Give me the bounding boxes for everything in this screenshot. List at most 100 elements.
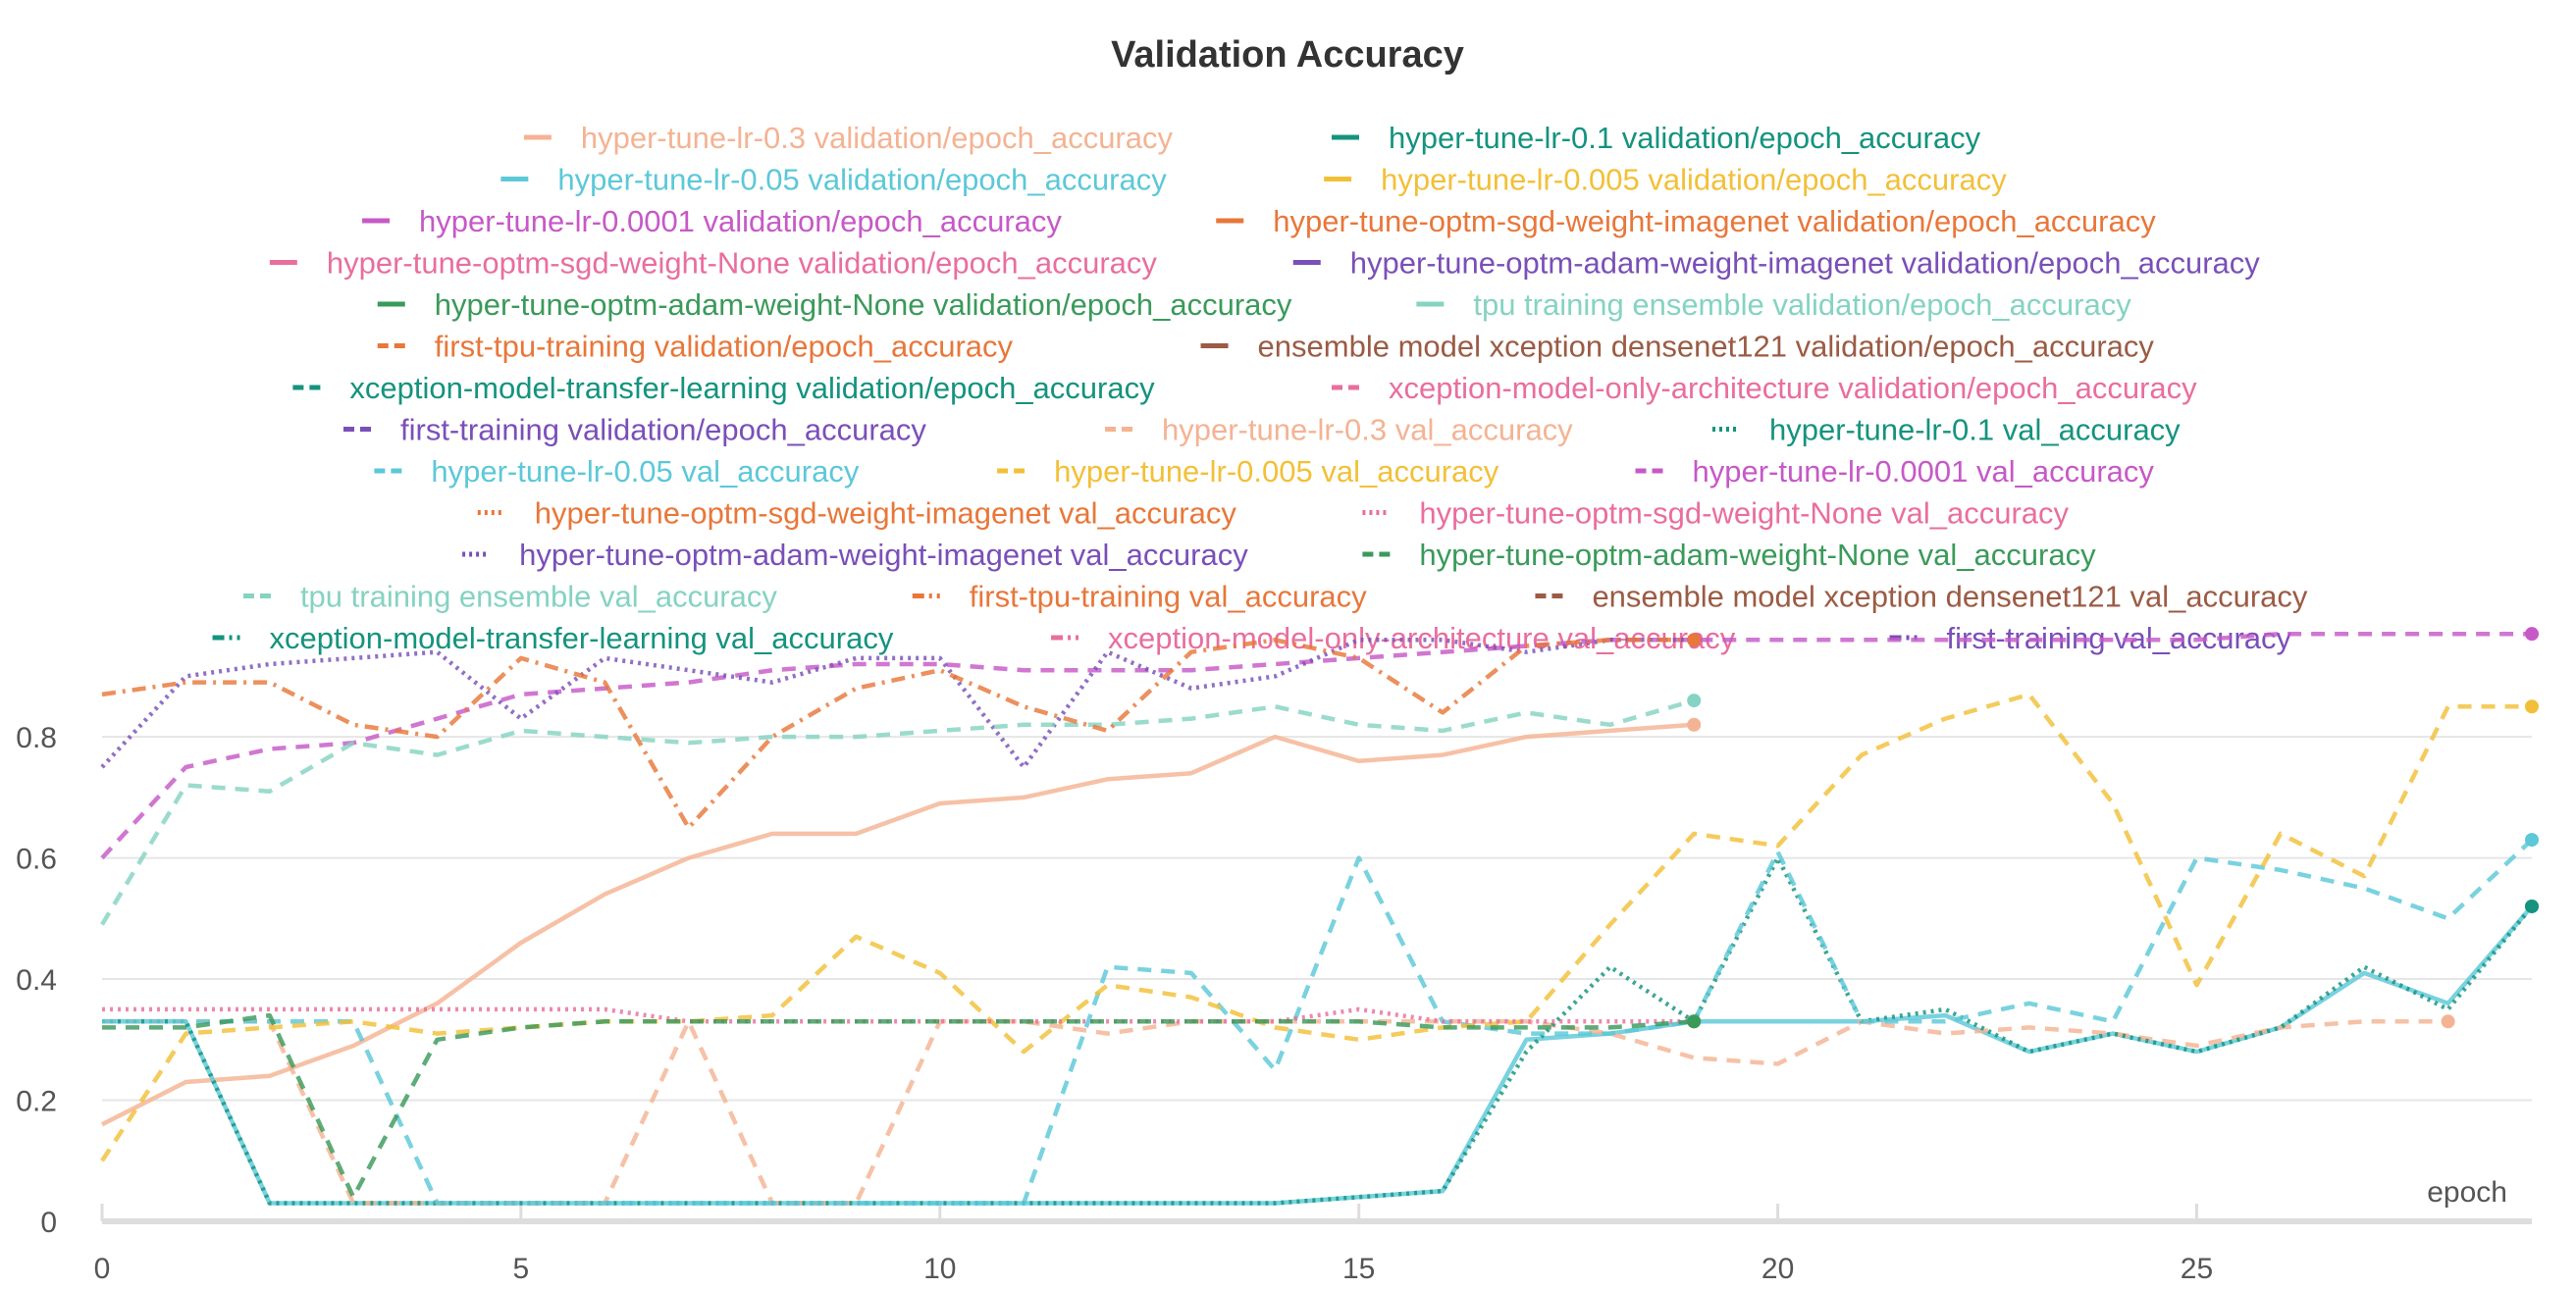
x-axis-label: epoch [2427, 1176, 2507, 1209]
legend-item[interactable]: hyper-tune-optm-sgd-weight-imagenet val_… [477, 496, 1237, 531]
legend-label: tpu training ensemble val_accuracy [300, 580, 777, 614]
series-line[interactable] [102, 1019, 2448, 1206]
series-2 [102, 899, 2539, 1206]
series-end-point [2525, 833, 2539, 848]
x-tick-label: 20 [1761, 1253, 1794, 1285]
legend-label: xception-model-transfer-learning validat… [349, 371, 1155, 405]
x-tick-label: 10 [923, 1253, 956, 1285]
legend-label: hyper-tune-optm-adam-weight-None val_acc… [1419, 538, 2096, 572]
legend-item[interactable]: first-training val_accuracy [1889, 621, 2292, 655]
legend-label: hyper-tune-lr-0.005 validation/epoch_acc… [1381, 163, 2007, 197]
legend-item[interactable]: xception-model-transfer-learning val_acc… [212, 621, 894, 655]
legend-label: hyper-tune-lr-0.3 val_accuracy [1162, 413, 1573, 447]
series-line[interactable] [100, 722, 1695, 1127]
series-end-point [2525, 699, 2539, 714]
series-16 [102, 855, 2539, 1206]
series-end-point [1687, 717, 1702, 732]
legend-label: hyper-tune-lr-0.0001 val_accuracy [1693, 454, 2155, 489]
legend-label: hyper-tune-optm-adam-weight-None validat… [435, 287, 1292, 322]
legend-label: tpu training ensemble validation/epoch_a… [1473, 287, 2131, 322]
series-15 [102, 1014, 2455, 1206]
legend-item[interactable]: hyper-tune-lr-0.1 val_accuracy [1712, 413, 2181, 447]
series-23 [102, 1012, 1702, 1200]
legend-item[interactable]: ensemble model xception densenet121 val_… [1535, 580, 2308, 614]
legend-item[interactable]: hyper-tune-lr-0.0001 val_accuracy [1635, 454, 2155, 489]
legend-label: xception-model-transfer-learning val_acc… [270, 621, 894, 655]
legend-item[interactable]: hyper-tune-optm-adam-weight-None validat… [377, 287, 1292, 322]
legend-label: hyper-tune-lr-0.3 validation/epoch_accur… [581, 121, 1174, 155]
legend-item[interactable]: hyper-tune-lr-0.0001 validation/epoch_ac… [362, 204, 1062, 238]
series-line[interactable] [102, 1006, 1695, 1024]
series-0 [100, 717, 1702, 1127]
legend-label: xception-model-only-architecture validat… [1389, 371, 2197, 405]
legend-item[interactable]: xception-model-transfer-learning validat… [292, 371, 1155, 405]
series-layer [100, 627, 2539, 1206]
legend-item[interactable]: hyper-tune-optm-sgd-weight-None val_accu… [1362, 496, 2070, 531]
series-line[interactable] [102, 1012, 1695, 1200]
legend-label: hyper-tune-optm-sgd-weight-None val_accu… [1419, 496, 2069, 531]
x-tick-label: 15 [1342, 1253, 1375, 1285]
legend-label: hyper-tune-lr-0.05 val_accuracy [431, 454, 859, 489]
legend-label: first-tpu-training validation/epoch_accu… [435, 330, 1014, 364]
legend-item[interactable]: ensemble model xception densenet121 vali… [1200, 330, 2155, 364]
y-tick-label: 0.8 [16, 722, 57, 754]
series-line[interactable] [102, 904, 2534, 1206]
series-end-point [1687, 633, 1702, 647]
legend-item[interactable]: hyper-tune-optm-adam-weight-None val_acc… [1362, 538, 2096, 572]
series-line[interactable] [102, 838, 2534, 1206]
series-18 [100, 692, 2539, 1162]
series-end-point [2441, 1014, 2455, 1029]
x-tick-label: 5 [513, 1253, 530, 1285]
legend-label: first-training val_accuracy [1947, 621, 2292, 655]
legend-label: hyper-tune-optm-sgd-weight-imagenet val_… [535, 496, 1237, 531]
series-end-point [1687, 1014, 1702, 1029]
y-tick-label: 0.2 [16, 1086, 57, 1118]
legend-label: hyper-tune-optm-adam-weight-imagenet val… [519, 538, 1248, 572]
x-tick-label: 25 [2181, 1253, 2213, 1285]
legend-label: hyper-tune-lr-0.1 val_accuracy [1769, 413, 2181, 447]
legend-item[interactable]: tpu training ensemble val_accuracy [242, 580, 777, 614]
legend-item[interactable]: hyper-tune-lr-0.05 val_accuracy [374, 454, 860, 489]
legend-item[interactable]: hyper-tune-lr-0.3 val_accuracy [1105, 413, 1573, 447]
legend-item[interactable]: tpu training ensemble validation/epoch_a… [1416, 287, 2131, 322]
legend-item[interactable]: hyper-tune-lr-0.005 val_accuracy [997, 454, 1499, 489]
legend-label: hyper-tune-optm-sgd-weight-imagenet vali… [1273, 204, 2156, 238]
series-line[interactable] [100, 692, 2532, 1162]
legend-label: hyper-tune-optm-adam-weight-imagenet val… [1350, 246, 2261, 281]
axes [100, 1204, 2532, 1224]
chart-title: Validation Accuracy [1111, 34, 1464, 76]
legend-item[interactable]: hyper-tune-optm-adam-weight-imagenet val… [462, 538, 1248, 572]
legend-label: hyper-tune-lr-0.05 validation/epoch_accu… [557, 163, 1167, 197]
legend-label: hyper-tune-lr-0.0001 validation/epoch_ac… [419, 204, 1062, 238]
legend-item[interactable]: hyper-tune-optm-sgd-weight-imagenet vali… [1216, 204, 2156, 238]
legend-item[interactable]: xception-model-only-architecture validat… [1332, 371, 2197, 405]
legend-label: first-training validation/epoch_accuracy [400, 413, 926, 447]
series-end-point [2525, 627, 2539, 642]
legend-item[interactable]: hyper-tune-lr-0.1 validation/epoch_accur… [1332, 121, 1981, 155]
legend-label: hyper-tune-optm-sgd-weight-None validati… [327, 246, 1158, 281]
series-end-point [2525, 899, 2539, 913]
legend-item[interactable]: hyper-tune-optm-adam-weight-imagenet val… [1292, 246, 2261, 281]
series-end-point [1687, 694, 1702, 708]
legend-item[interactable]: first-training validation/epoch_accuracy [343, 413, 926, 447]
legend-item[interactable]: hyper-tune-lr-0.05 validation/epoch_accu… [500, 163, 1167, 197]
legend-item[interactable]: hyper-tune-lr-0.3 validation/epoch_accur… [523, 121, 1174, 155]
legend-item[interactable]: hyper-tune-lr-0.005 validation/epoch_acc… [1324, 163, 2007, 197]
series-25 [101, 633, 1702, 830]
legend-item[interactable]: first-tpu-training val_accuracy [912, 580, 1367, 614]
series-line[interactable] [100, 631, 2532, 860]
legend-label: hyper-tune-lr-0.005 val_accuracy [1054, 454, 1499, 489]
y-tick-label: 0.4 [16, 964, 57, 997]
series-line[interactable] [100, 638, 1695, 770]
legend-item[interactable]: first-tpu-training validation/epoch_accu… [377, 330, 1014, 364]
legend-item[interactable]: hyper-tune-optm-sgd-weight-None validati… [269, 246, 1158, 281]
legend-label: ensemble model xception densenet121 vali… [1258, 330, 2155, 364]
tick-labels: 0 5 10 15 20 25 0 0.2 0.4 0.6 0.8 [16, 722, 2213, 1285]
legend-label: first-tpu-training val_accuracy [970, 580, 1367, 614]
series-24 [100, 694, 1702, 926]
series-line[interactable] [101, 638, 1695, 830]
series-line[interactable] [100, 697, 1695, 926]
series-17 [102, 833, 2539, 1206]
